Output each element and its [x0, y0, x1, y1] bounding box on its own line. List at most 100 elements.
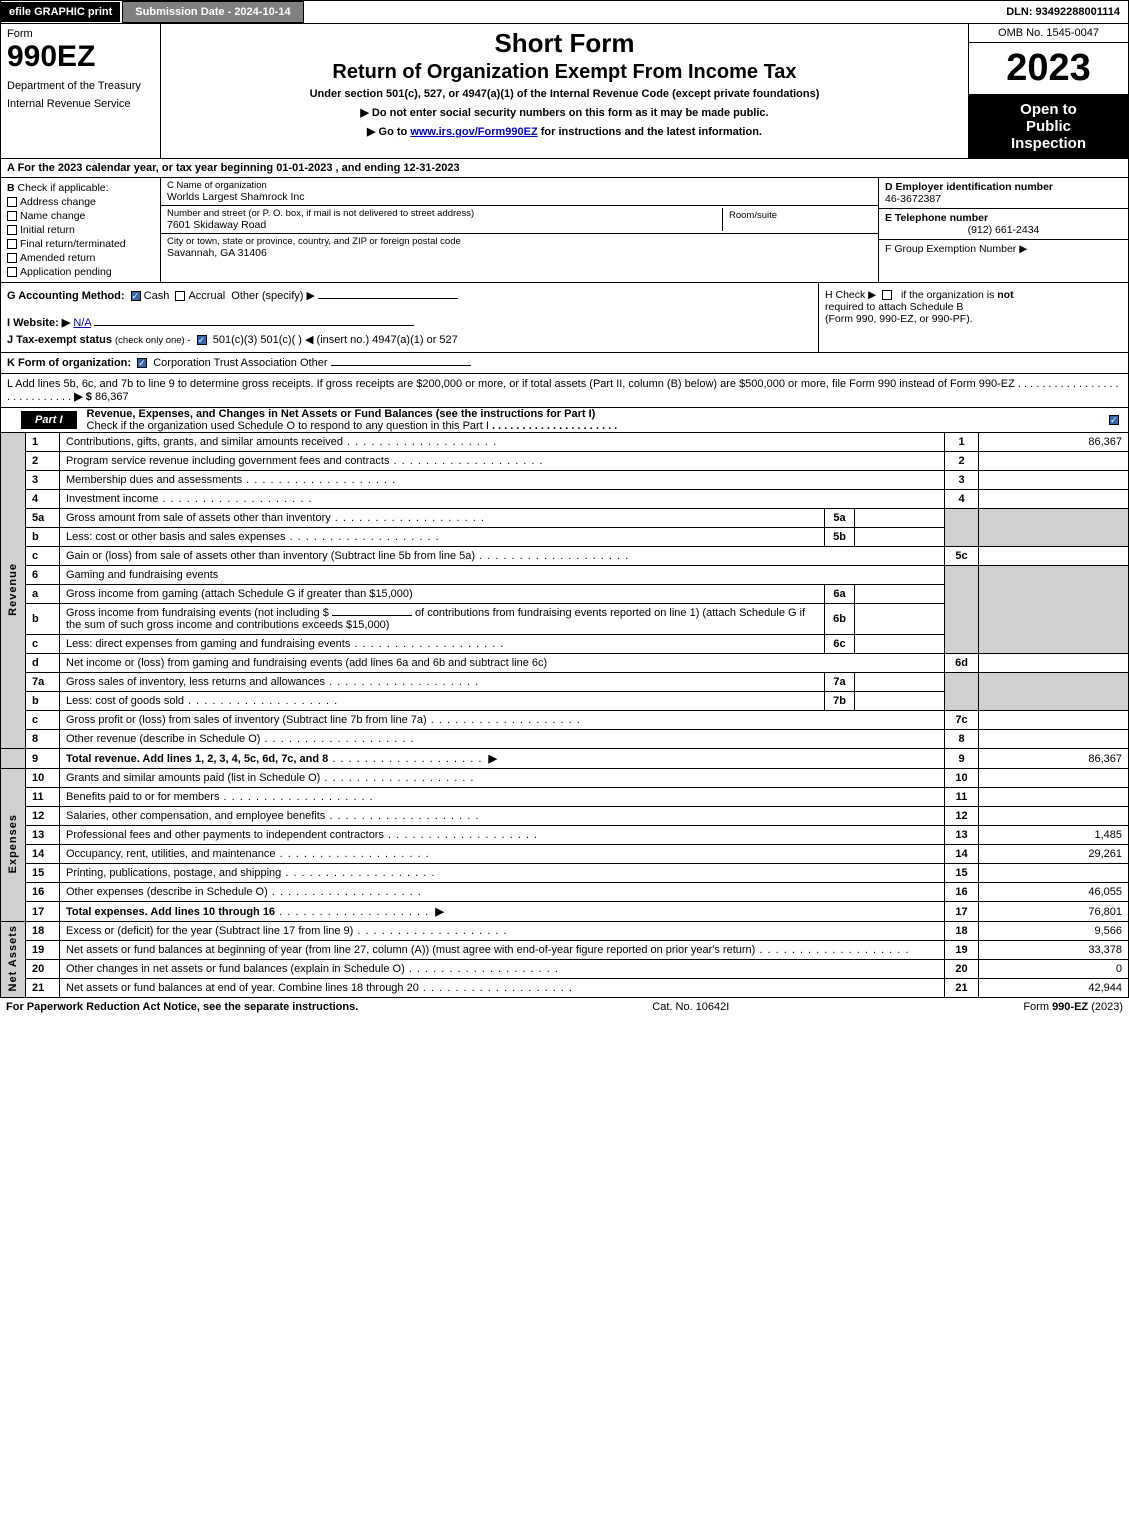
g-other: Other (specify) ▶ — [231, 290, 315, 302]
net-assets-table: Net Assets 18 Excess or (deficit) for th… — [0, 922, 1129, 998]
c-room-lbl: Room/suite — [729, 210, 866, 221]
b-text: Check if applicable: — [18, 182, 109, 194]
omb-number: OMB No. 1545-0047 — [969, 24, 1128, 43]
part1-header: Part I Revenue, Expenses, and Changes in… — [0, 408, 1129, 433]
subtext-section: Under section 501(c), 527, or 4947(a)(1)… — [167, 88, 962, 100]
form-header: Form 990EZ Department of the Treasury In… — [0, 24, 1129, 159]
section-c: C Name of organization Worlds Largest Sh… — [161, 178, 878, 282]
i-lbl: I Website: ▶ — [7, 317, 70, 329]
line-a: A For the 2023 calendar year, or tax yea… — [0, 159, 1129, 178]
sidebar-revenue: Revenue — [1, 433, 26, 749]
efile-label: efile GRAPHIC print — [1, 2, 120, 22]
h-text4: (Form 990, 990-EZ, or 990-PF). — [825, 313, 973, 325]
chk-address-change[interactable]: Address change — [7, 196, 154, 208]
chk-application-pending[interactable]: Application pending — [7, 266, 154, 278]
j-opts: 501(c)(3) 501(c)( ) ◀ (insert no.) 4947(… — [213, 334, 458, 346]
section-def: D Employer identification number 46-3672… — [878, 178, 1128, 282]
k-other-line — [331, 365, 471, 366]
dln-label: DLN: 93492288001114 — [998, 2, 1128, 22]
ln-1-rnum: 1 — [945, 433, 979, 452]
k-opts: Corporation Trust Association Other — [153, 357, 327, 369]
section-g: G Accounting Method: Cash Accrual Other … — [1, 283, 818, 352]
part1-dots: . . . . . . . . . . . . . . . . . . . . … — [492, 420, 617, 432]
chk-amended-return[interactable]: Amended return — [7, 252, 154, 264]
irs-label: Internal Revenue Service — [7, 98, 154, 110]
j-sub: (check only one) - — [115, 335, 191, 346]
website-link[interactable]: N/A — [73, 317, 91, 329]
g-lbl: G Accounting Method: — [7, 290, 125, 302]
title-short-form: Short Form — [167, 28, 962, 59]
l-text: L Add lines 5b, 6c, and 7b to line 9 to … — [7, 378, 1015, 390]
title-return: Return of Organization Exempt From Incom… — [167, 61, 962, 84]
b-hdr: B — [7, 182, 15, 194]
g-other-line — [318, 298, 458, 299]
chk-accrual[interactable] — [175, 291, 185, 301]
part1-subtitle: Check if the organization used Schedule … — [87, 420, 489, 432]
dept-treasury: Department of the Treasury — [7, 80, 154, 92]
insp-2: Public — [973, 118, 1124, 135]
sidebar-expenses: Expenses — [1, 769, 26, 922]
ln-1-desc: Contributions, gifts, grants, and simila… — [60, 433, 945, 452]
k-lbl: K Form of organization: — [7, 357, 131, 369]
chk-final-return[interactable]: Final return/terminated — [7, 238, 154, 250]
chk-501c3[interactable] — [197, 335, 207, 345]
c-city-lbl: City or town, state or province, country… — [167, 236, 872, 247]
footer-left: For Paperwork Reduction Act Notice, see … — [6, 1001, 358, 1013]
instr-goto: ▶ Go to www.irs.gov/Form990EZ for instru… — [167, 125, 962, 138]
form-label: Form — [7, 28, 154, 40]
i-line — [94, 325, 414, 326]
l-val: 86,367 — [95, 391, 129, 403]
irs-link[interactable]: www.irs.gov/Form990EZ — [410, 126, 537, 138]
header-left: Form 990EZ Department of the Treasury In… — [1, 24, 161, 158]
total-revenue: 86,367 — [979, 749, 1129, 769]
org-name: Worlds Largest Shamrock Inc — [167, 191, 872, 203]
row-l: L Add lines 5b, 6c, and 7b to line 9 to … — [0, 374, 1129, 408]
ln-1-num: 1 — [26, 433, 60, 452]
submission-date: Submission Date - 2024-10-14 — [122, 1, 303, 23]
page-footer: For Paperwork Reduction Act Notice, see … — [0, 998, 1129, 1016]
chk-corporation[interactable] — [137, 358, 147, 368]
net-assets-eoy: 42,944 — [979, 979, 1129, 998]
header-center: Short Form Return of Organization Exempt… — [161, 24, 968, 158]
chk-initial-return[interactable]: Initial return — [7, 224, 154, 236]
chk-h[interactable] — [882, 290, 892, 300]
part1-title: Revenue, Expenses, and Changes in Net As… — [79, 408, 1109, 432]
insp-1: Open to — [973, 101, 1124, 118]
chk-cash[interactable] — [131, 291, 141, 301]
e-tel-val: (912) 661-2434 — [885, 224, 1122, 236]
top-bar: efile GRAPHIC print Submission Date - 20… — [0, 0, 1129, 24]
d-ein-lbl: D Employer identification number — [885, 181, 1122, 193]
h-text1: H Check ▶ — [825, 289, 876, 301]
header-right: OMB No. 1545-0047 2023 Open to Public In… — [968, 24, 1128, 158]
e-tel-lbl: E Telephone number — [885, 212, 1122, 224]
j-lbl: J Tax-exempt status — [7, 334, 112, 346]
row-k: K Form of organization: Corporation Trus… — [0, 353, 1129, 374]
form-number: 990EZ — [7, 40, 154, 74]
tax-year: 2023 — [969, 43, 1128, 95]
section-b: B Check if applicable: Address change Na… — [1, 178, 161, 282]
part1-tab: Part I — [21, 411, 77, 429]
instr-post: for instructions and the latest informat… — [538, 126, 762, 138]
chk-schedule-o[interactable] — [1109, 415, 1119, 425]
expenses-table: Expenses 10 Grants and similar amounts p… — [0, 769, 1129, 922]
ln-1-val: 86,367 — [979, 433, 1129, 452]
h-text2: if the organization is — [901, 289, 994, 301]
footer-right: Form 990-EZ (2023) — [1023, 1001, 1123, 1013]
f-group-lbl: F Group Exemption Number ▶ — [885, 243, 1122, 255]
org-street: 7601 Skidaway Road — [167, 219, 722, 231]
instr-ssn: ▶ Do not enter social security numbers o… — [167, 106, 962, 119]
h-text3: required to attach Schedule B — [825, 301, 963, 313]
chk-name-change[interactable]: Name change — [7, 210, 154, 222]
revenue-table: Revenue 1 Contributions, gifts, grants, … — [0, 433, 1129, 769]
section-bcdef: B Check if applicable: Address change Na… — [0, 178, 1129, 283]
inspection-badge: Open to Public Inspection — [969, 95, 1128, 158]
insp-3: Inspection — [973, 135, 1124, 152]
d-ein-val: 46-3672387 — [885, 193, 1122, 205]
section-h: H Check ▶ if the organization is not req… — [818, 283, 1128, 352]
c-name-lbl: C Name of organization — [167, 180, 872, 191]
total-expenses: 76,801 — [979, 902, 1129, 922]
h-not: not — [997, 289, 1013, 301]
row-gh: G Accounting Method: Cash Accrual Other … — [0, 283, 1129, 353]
l-arrow: ▶ $ — [74, 391, 92, 403]
footer-catno: Cat. No. 10642I — [358, 1001, 1023, 1013]
